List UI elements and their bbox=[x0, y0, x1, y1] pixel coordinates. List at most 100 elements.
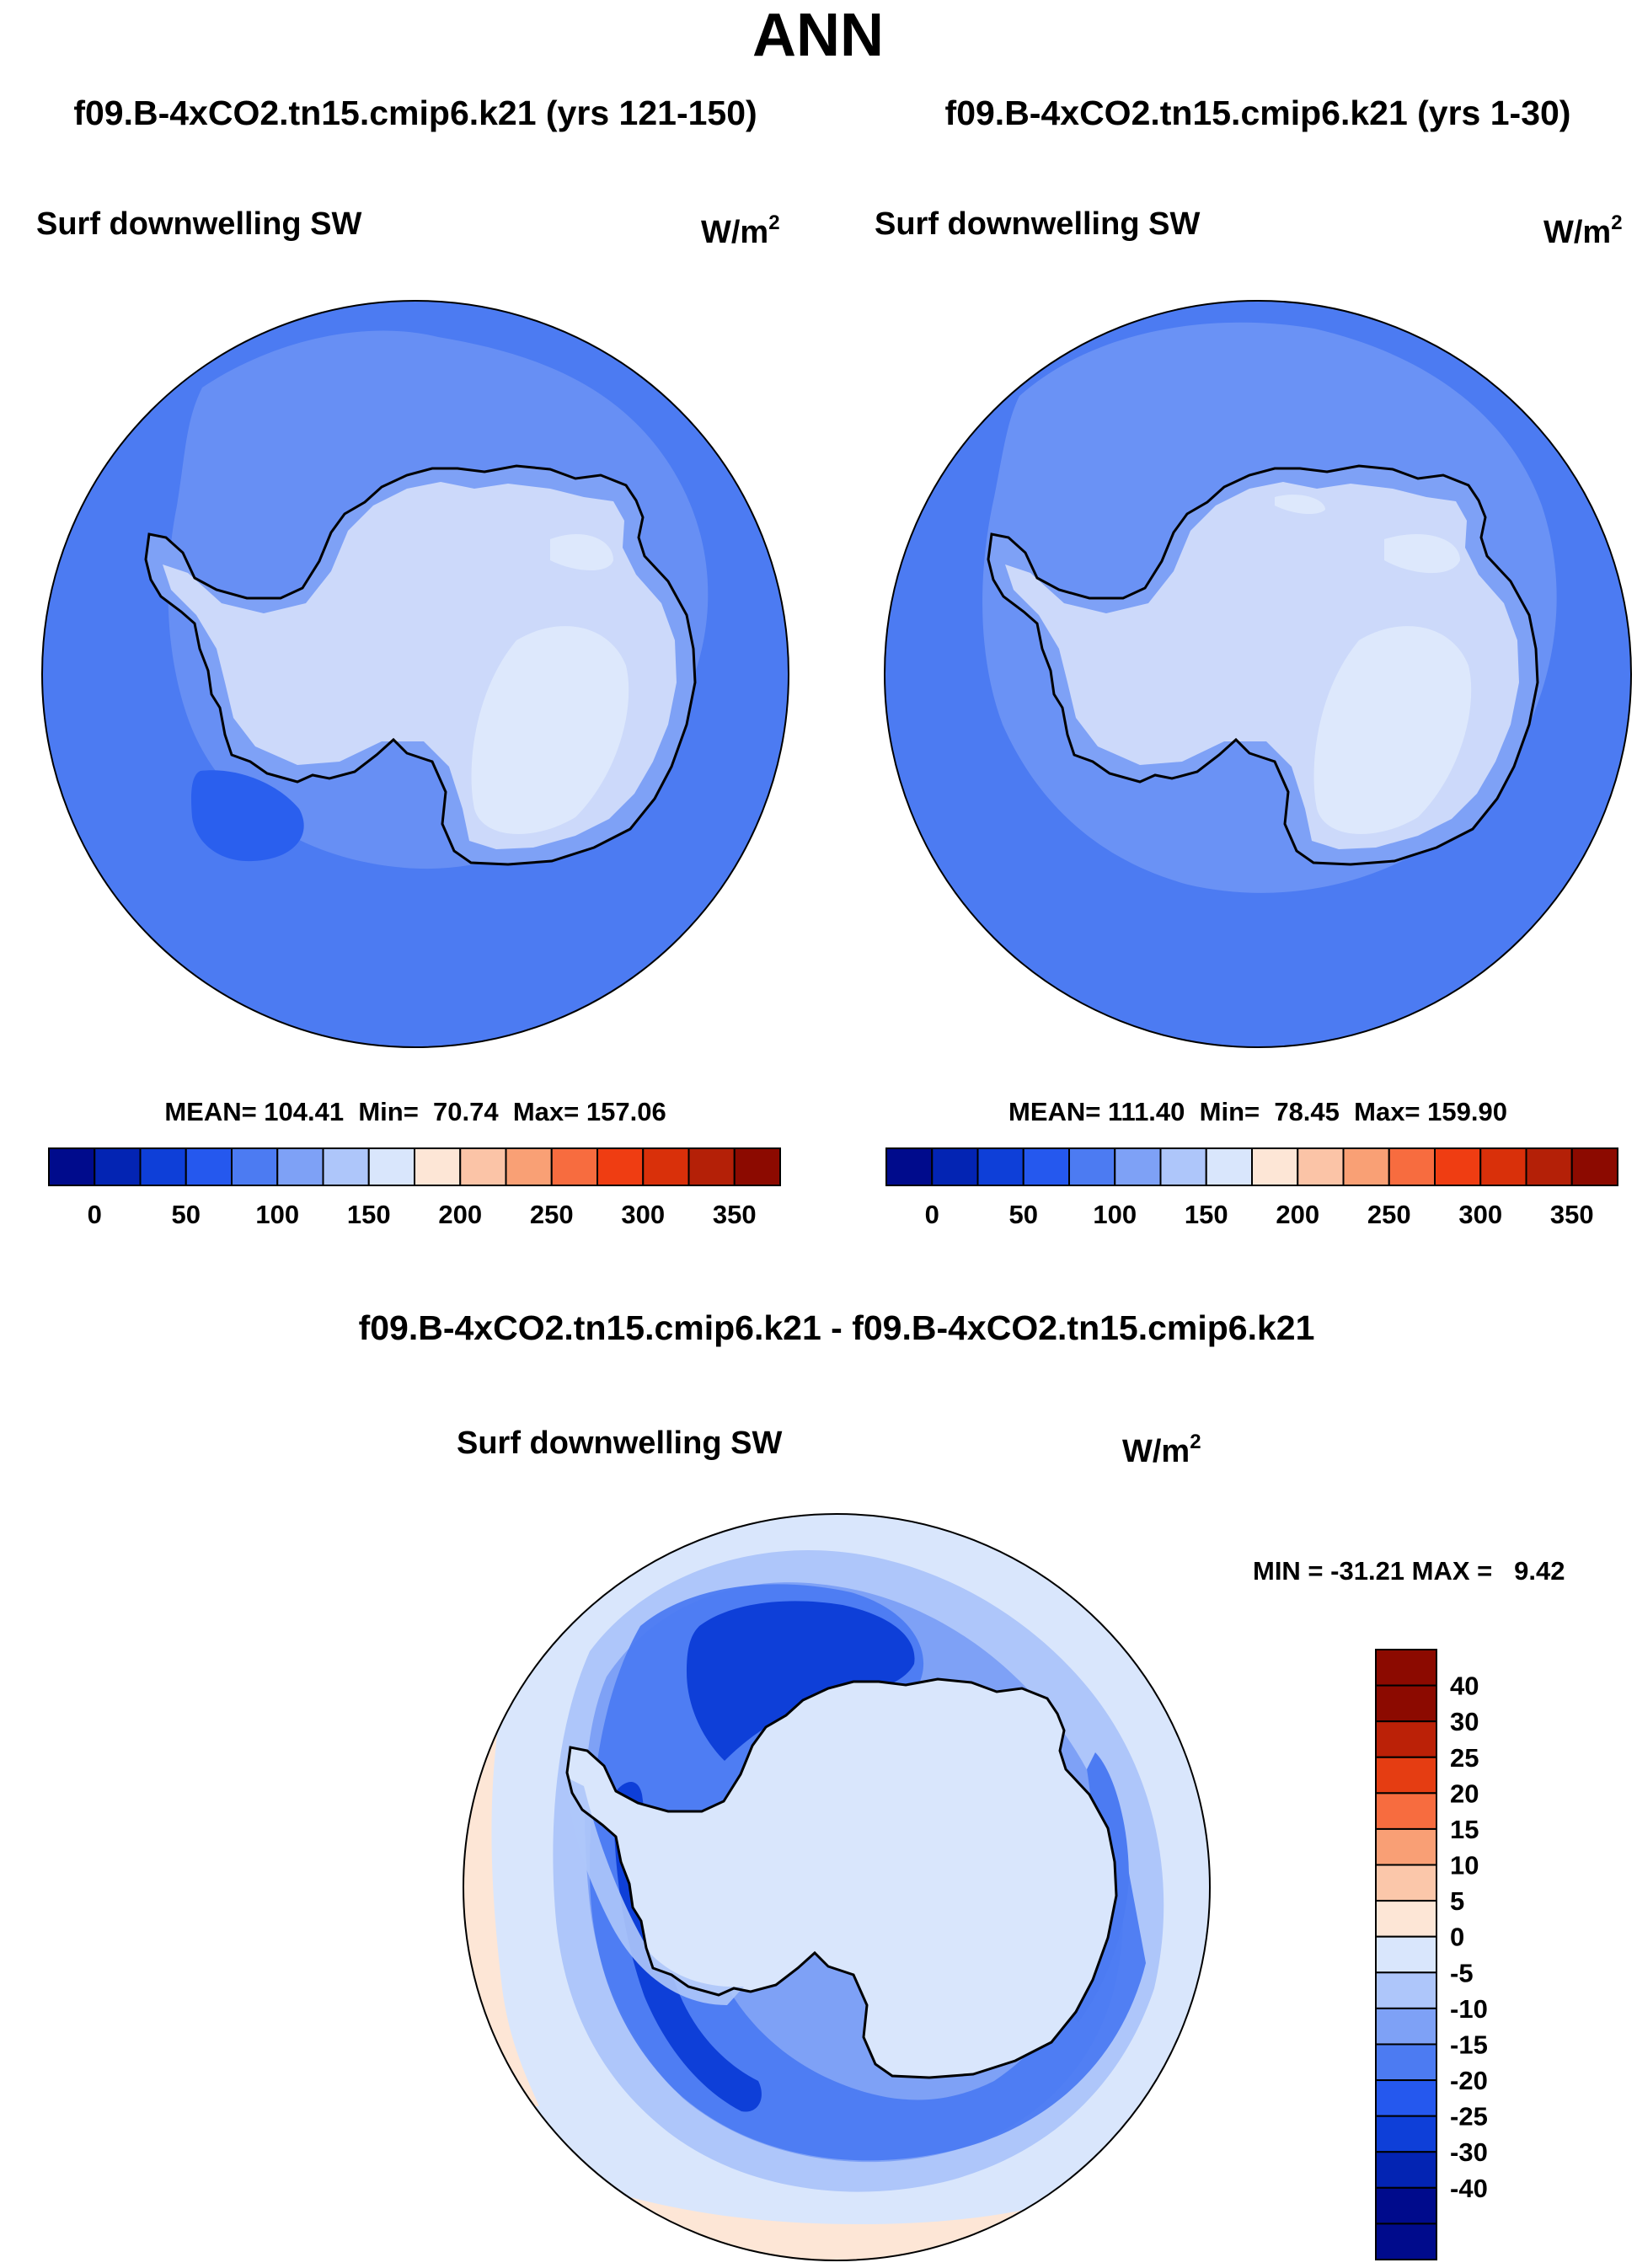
colorbar-swatch bbox=[505, 1147, 553, 1186]
bright-plateau-3 bbox=[1275, 495, 1325, 515]
panel-1-variable-label: Surf downwelling SW bbox=[36, 206, 361, 242]
colorbar-swatch bbox=[414, 1147, 462, 1186]
colorbar-swatch bbox=[1388, 1147, 1436, 1186]
coastal-negative bbox=[567, 1778, 744, 2005]
diff-units: W/m2 bbox=[1122, 1431, 1201, 1469]
panel-2-variable-label: Surf downwelling SW bbox=[875, 206, 1200, 242]
colorbar-swatch bbox=[1375, 2115, 1437, 2153]
colorbar-swatch bbox=[139, 1147, 187, 1186]
colorbar-tick-label: -15 bbox=[1450, 2030, 1488, 2059]
colorbar-swatch bbox=[1375, 1720, 1437, 1758]
colorbar-swatch bbox=[1375, 2151, 1437, 2189]
map-boundary bbox=[41, 300, 789, 1048]
colorbar-swatch bbox=[1205, 1147, 1253, 1186]
colorbar-swatch bbox=[1375, 1684, 1437, 1723]
colorbar-tick-label: -40 bbox=[1450, 2174, 1488, 2203]
colorbar-tick-label: 100 bbox=[255, 1200, 299, 1229]
negative-core-north bbox=[687, 1601, 915, 1761]
panel-2: Surf downwelling SW W/m2 MEAN= 111.40 Mi… bbox=[875, 206, 1632, 1229]
colorbar-tick-label: 25 bbox=[1450, 1743, 1479, 1773]
colorbar-swatch bbox=[1114, 1147, 1162, 1186]
bright-plateau-2 bbox=[1384, 534, 1460, 574]
diff-variable-label: Surf downwelling SW bbox=[457, 1426, 782, 1461]
colorbar-tick-label: 30 bbox=[1450, 1707, 1479, 1736]
colorbar-swatch bbox=[1375, 1935, 1437, 1974]
bright-plateau-1 bbox=[471, 626, 629, 835]
colorbar-swatch bbox=[185, 1147, 233, 1186]
colorbar-swatch bbox=[976, 1147, 1024, 1186]
panel-2-colorbar: 0 50 100 150 200 250 300 350 bbox=[885, 1147, 1618, 1229]
colorbar-swatch bbox=[642, 1147, 690, 1186]
colorbar-swatch bbox=[1375, 1756, 1437, 1795]
colorbar-swatch bbox=[1375, 2186, 1437, 2225]
panel-1: Surf downwelling SW W/m2 MEAN= 104.41 Mi… bbox=[36, 206, 789, 1229]
panel-2-case-title: f09.B-4xCO2.tn15.cmip6.k21 (yrs 1-30) bbox=[945, 94, 1571, 132]
map-boundary bbox=[884, 300, 1632, 1048]
diff-colorbar: 40 30 25 20 15 10 5 0 -5 -10 -15 -20 -25 -30 -40 bbox=[1375, 1649, 1488, 2261]
panel-1-units: W/m2 bbox=[701, 211, 780, 250]
colorbar-swatch bbox=[1479, 1147, 1527, 1186]
colorbar-tick-label: 200 bbox=[438, 1200, 482, 1229]
colorbar-swatch bbox=[1159, 1147, 1207, 1186]
colorbar-swatch bbox=[1375, 1827, 1437, 1866]
colorbar-swatch bbox=[1251, 1147, 1299, 1186]
colorbar-swatch bbox=[1342, 1147, 1390, 1186]
colorbar-swatch bbox=[94, 1147, 142, 1186]
colorbar-tick-label: 350 bbox=[713, 1200, 757, 1229]
colorbar-swatch bbox=[1068, 1147, 1116, 1186]
colorbar-swatch bbox=[1375, 1971, 1437, 2009]
bright-plateau-1 bbox=[1313, 626, 1472, 835]
colorbar-swatch bbox=[1375, 1649, 1437, 1687]
diff-title: f09.B-4xCO2.tn15.cmip6.k21 - f09.B-4xCO2… bbox=[359, 1308, 1315, 1347]
panel-2-map bbox=[885, 301, 1631, 1047]
colorbar-tick-label: -20 bbox=[1450, 2066, 1488, 2095]
colorbar-swatch bbox=[1434, 1147, 1482, 1186]
colorbar-swatch bbox=[1375, 2007, 1437, 2046]
colorbar-swatch bbox=[322, 1147, 370, 1186]
colorbar-swatch bbox=[687, 1147, 736, 1186]
diff-stats: MIN = -31.21 MAX = 9.42 bbox=[1253, 1556, 1565, 1586]
colorbar-tick-label: 0 bbox=[925, 1200, 939, 1229]
colorbar-swatch bbox=[550, 1147, 598, 1186]
colorbar-tick-label: 15 bbox=[1450, 1815, 1479, 1844]
bright-plateau-2 bbox=[550, 534, 613, 571]
colorbar-swatch bbox=[1375, 1900, 1437, 1938]
panel-1-case-title: f09.B-4xCO2.tn15.cmip6.k21 (yrs 121-150) bbox=[73, 94, 757, 132]
colorbar-swatch bbox=[1570, 1147, 1618, 1186]
panel-1-colorbar: 0 50 100 150 200 250 300 350 bbox=[48, 1147, 781, 1229]
colorbar-swatch bbox=[231, 1147, 279, 1186]
colorbar-tick-label: 20 bbox=[1450, 1779, 1479, 1808]
colorbar-tick-label: 250 bbox=[1367, 1200, 1411, 1229]
diff-panel: f09.B-4xCO2.tn15.cmip6.k21 - f09.B-4xCO2… bbox=[359, 1308, 1565, 2261]
colorbar-swatch bbox=[1375, 1864, 1437, 1902]
panel-1-stats: MEAN= 104.41 Min= 70.74 Max= 157.06 bbox=[164, 1097, 666, 1126]
colorbar-swatch bbox=[931, 1147, 979, 1186]
colorbar-tick-label: 50 bbox=[1009, 1200, 1038, 1229]
colorbar-swatch bbox=[1375, 2043, 1437, 2082]
colorbar-tick-label: 200 bbox=[1276, 1200, 1319, 1229]
colorbar-swatch bbox=[1375, 2079, 1437, 2117]
colorbar-tick-label: 350 bbox=[1550, 1200, 1594, 1229]
colorbar-tick-label: -10 bbox=[1450, 1994, 1488, 2024]
colorbar-tick-label: -5 bbox=[1450, 1958, 1474, 1987]
colorbar-swatch bbox=[367, 1147, 415, 1186]
colorbar-swatch bbox=[885, 1147, 934, 1186]
colorbar-tick-label: 10 bbox=[1450, 1851, 1479, 1880]
colorbar-tick-label: -25 bbox=[1450, 2102, 1488, 2132]
colorbar-tick-label: 250 bbox=[530, 1200, 574, 1229]
colorbar-tick-label: 0 bbox=[1450, 1923, 1464, 1952]
map-boundary bbox=[463, 1513, 1211, 2261]
colorbar-tick-label: 150 bbox=[347, 1200, 391, 1229]
colorbar-swatch bbox=[1525, 1147, 1573, 1186]
colorbar-swatch bbox=[733, 1147, 781, 1186]
low-sw-anomaly bbox=[191, 770, 304, 862]
colorbar-tick-label: 50 bbox=[172, 1200, 201, 1229]
colorbar-tick-label: 150 bbox=[1185, 1200, 1228, 1229]
colorbar-tick-label: 300 bbox=[1458, 1200, 1502, 1229]
colorbar-tick-label: 5 bbox=[1450, 1886, 1464, 1916]
colorbar-tick-label: 0 bbox=[88, 1200, 102, 1229]
colorbar-swatch bbox=[596, 1147, 645, 1186]
colorbar-swatch bbox=[459, 1147, 507, 1186]
colorbar-swatch bbox=[1375, 2223, 1437, 2261]
